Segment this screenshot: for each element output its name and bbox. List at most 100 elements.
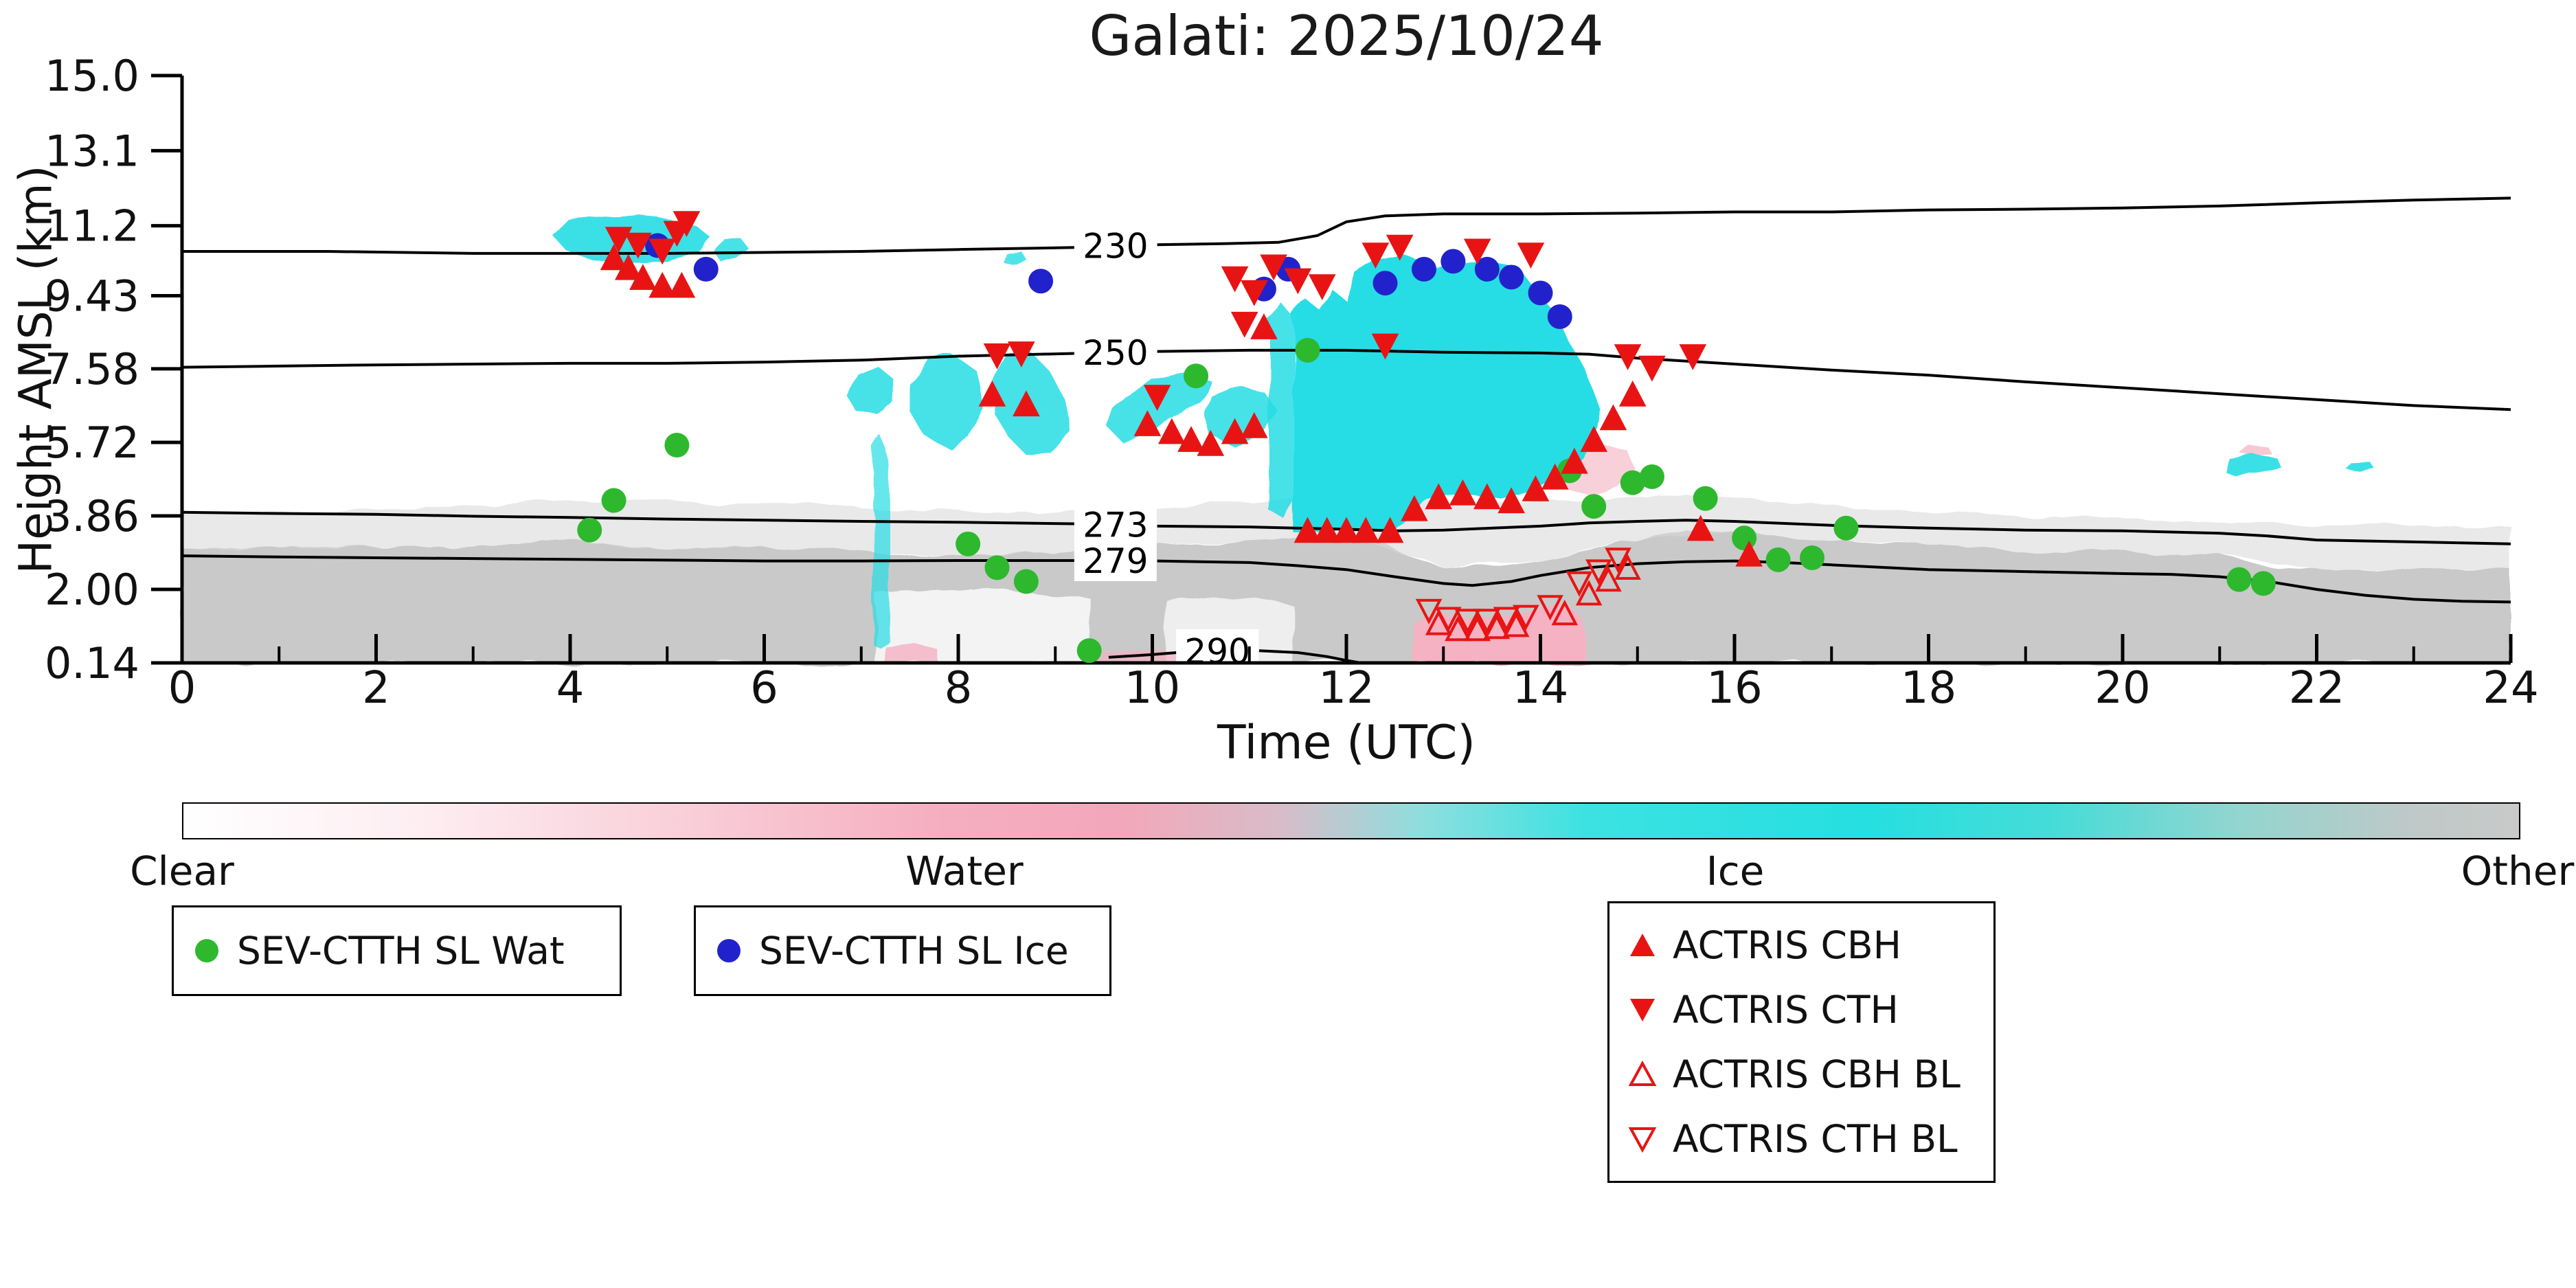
marker-actris-cbh <box>1686 515 1715 541</box>
contour-label-250: 250 <box>1083 333 1148 373</box>
marker-actris-cbh-bl <box>1614 554 1641 580</box>
marker-actris-cbh <box>1425 483 1453 510</box>
marker-actris-cbh <box>614 253 642 280</box>
marker-actris-cbh-bl <box>1595 566 1622 592</box>
marker-actris-cth <box>648 238 677 265</box>
marker-actris-cbh <box>1618 380 1647 407</box>
region-gap-white-1 <box>875 589 1089 663</box>
marker-actris-cbh <box>1333 517 1360 543</box>
marker-actris-cth <box>624 232 652 259</box>
marker-actris-cbh <box>668 271 696 298</box>
region-ice-right-1 <box>2224 455 2283 475</box>
legend-item-actris-cth-bl: ACTRIS CTH BL <box>1609 1117 1993 1161</box>
marker-actris-cth-bl <box>1473 609 1501 635</box>
legend-item-actris-cth: ACTRIS CTH <box>1609 988 1993 1032</box>
marker-actris-cbh <box>1293 517 1322 543</box>
marker-sev-ctth-sl-wat <box>1620 470 1645 495</box>
contour-label-bg-250 <box>1074 330 1157 373</box>
contour-label-279: 279 <box>1083 541 1148 581</box>
marker-sev-ctth-sl-wat <box>1833 515 1859 541</box>
region-ice-right-2 <box>2345 462 2375 472</box>
contour-label-bg-230 <box>1074 223 1157 267</box>
marker-actris-cbh <box>1177 426 1205 452</box>
marker-actris-cbh <box>1250 313 1278 339</box>
marker-actris-cbh <box>1473 483 1501 510</box>
region-ice-patch-small-high <box>1002 251 1026 264</box>
marker-actris-cth <box>1284 268 1312 295</box>
legend-item-actris-cbh-bl: ACTRIS CBH BL <box>1609 1052 1993 1096</box>
contour-line-279 <box>1157 559 2511 604</box>
red-triangle-up-icon <box>1630 934 1655 956</box>
classification-colorbar <box>182 802 2520 839</box>
marker-actris-cth-bl <box>1537 595 1563 621</box>
marker-sev-ctth-sl-ice <box>1412 256 1436 282</box>
region-ice-patch-c <box>909 356 983 447</box>
marker-sev-ctth-sl-wat <box>1732 526 1757 551</box>
marker-actris-cth <box>1371 333 1399 360</box>
region-other-main <box>182 530 2511 663</box>
region-ice-thin-vertical <box>872 435 889 649</box>
marker-actris-cth <box>1386 234 1414 261</box>
marker-actris-cth <box>673 211 701 237</box>
region-ice-patch-morning-2 <box>715 237 750 262</box>
marker-actris-cth-bl <box>1585 559 1612 585</box>
legend-label: SEV-CTTH SL Ice <box>759 929 1069 973</box>
marker-sev-ctth-sl-ice <box>1028 269 1054 294</box>
x-tick-label: 24 <box>2483 663 2538 714</box>
marker-actris-cbh <box>1498 487 1525 514</box>
marker-sev-ctth-sl-ice <box>1528 280 1553 306</box>
marker-actris-cbh <box>1013 390 1040 417</box>
marker-sev-ctth-sl-ice <box>1547 304 1572 329</box>
marker-actris-cbh <box>1240 412 1268 438</box>
marker-actris-cbh-bl <box>1575 580 1603 606</box>
marker-actris-cbh <box>629 264 657 290</box>
marker-actris-cbh <box>1401 495 1428 521</box>
legend-box-sev-wat: SEV-CTTH SL Wat <box>172 905 622 996</box>
marker-sev-ctth-sl-wat <box>2226 567 2252 592</box>
marker-actris-cth-bl <box>1454 609 1481 635</box>
legend-label: ACTRIS CTH <box>1673 988 1899 1032</box>
marker-actris-cbh-bl <box>1464 615 1491 642</box>
marker-actris-cth-bl <box>1415 598 1443 625</box>
legend-label: SEV-CTTH SL Wat <box>237 929 565 973</box>
marker-actris-cbh <box>978 380 1006 407</box>
x-tick-label: 16 <box>1706 663 1762 714</box>
marker-actris-cth <box>1517 242 1545 269</box>
marker-actris-cth <box>1308 274 1336 300</box>
marker-sev-ctth-sl-wat <box>577 517 602 543</box>
x-tick-label: 10 <box>1125 663 1180 714</box>
marker-sev-ctth-sl-ice <box>1372 271 1398 296</box>
legend-item-actris-cbh: ACTRIS CBH <box>1609 923 1993 967</box>
x-axis-label: Time (UTC) <box>1217 716 1476 770</box>
y-tick-label: 15.0 <box>45 51 139 101</box>
red-open-triangle-up-icon <box>1628 1060 1657 1086</box>
y-tick-label: 0.14 <box>45 638 139 688</box>
contour-label-290: 290 <box>1184 632 1250 672</box>
contour-label-230: 230 <box>1083 226 1148 266</box>
marker-sev-ctth-sl-wat <box>984 555 1010 580</box>
marker-actris-cbh-bl <box>1483 613 1511 640</box>
y-tick-label: 9.43 <box>45 271 139 321</box>
marker-sev-ctth-sl-wat <box>2250 571 2276 596</box>
marker-sev-ctth-sl-ice <box>1499 264 1524 290</box>
marker-actris-cth <box>1221 266 1249 293</box>
marker-actris-cth-bl <box>1435 607 1462 633</box>
marker-actris-cbh <box>600 244 628 271</box>
marker-actris-cbh <box>1133 410 1162 436</box>
marker-sev-ctth-sl-wat <box>664 432 690 457</box>
marker-actris-cth <box>1362 242 1390 269</box>
marker-sev-ctth-sl-ice <box>693 256 719 282</box>
red-open-triangle-down-icon <box>1628 1127 1657 1153</box>
contour-line-273 <box>1157 519 2511 545</box>
marker-actris-cth-bl <box>1513 605 1539 631</box>
marker-actris-cth <box>1230 311 1258 338</box>
marker-actris-cth <box>1638 355 1666 382</box>
marker-sev-ctth-sl-ice <box>1474 256 1500 282</box>
colorbar-label-water: Water <box>905 848 1024 894</box>
legend-box-actris: ACTRIS CBH ACTRIS CTH ACTRIS CBH BL ACTR… <box>1607 901 1996 1183</box>
marker-sev-ctth-sl-wat <box>601 488 626 513</box>
y-tick-label: 5.72 <box>45 418 139 468</box>
marker-actris-cth-bl <box>1493 607 1520 633</box>
